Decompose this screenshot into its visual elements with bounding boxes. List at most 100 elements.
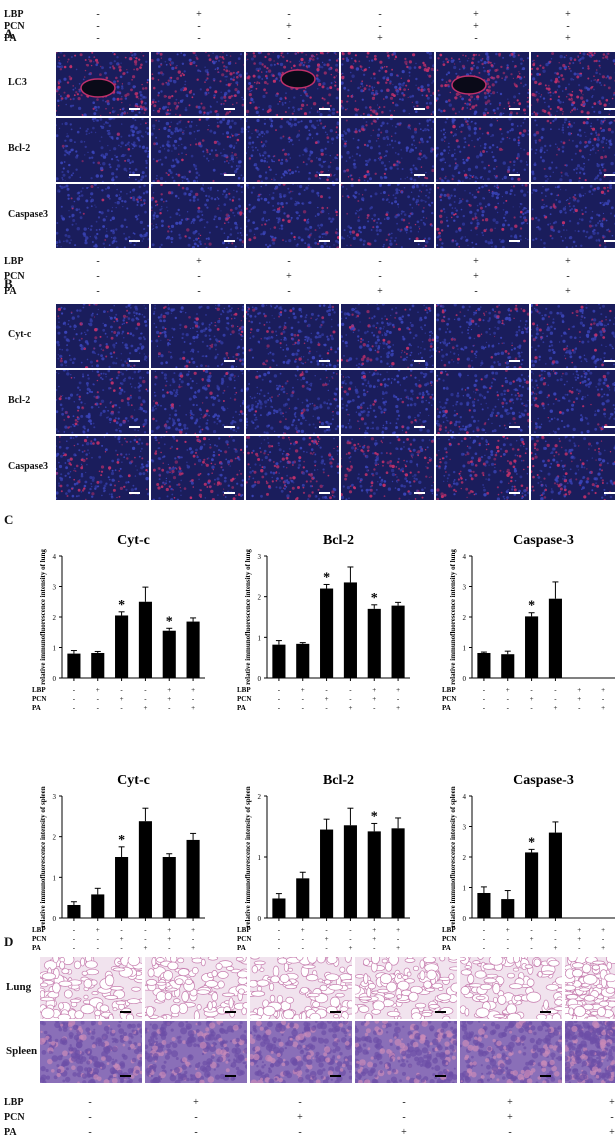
treatment-sign: + <box>297 1112 303 1123</box>
treatment-sign: - <box>325 944 328 952</box>
treatment-sign: - <box>168 944 171 952</box>
micrograph-tile <box>40 1021 142 1083</box>
treatment-sign: + <box>396 704 400 712</box>
treatment-sign: - <box>278 695 281 703</box>
y-tick-label: 0 <box>463 915 467 923</box>
treatment-sign: + <box>609 1127 615 1138</box>
treatment-sign: - <box>483 935 486 943</box>
treatment-sign: - <box>278 926 281 934</box>
micrograph-tile <box>151 184 244 248</box>
treatment-sign: + <box>372 695 376 703</box>
tissue-texture <box>56 118 149 182</box>
treatment-label: LBP <box>32 686 46 694</box>
treatment-sign: + <box>506 926 510 934</box>
tissue-texture <box>246 370 339 434</box>
treatment-sign: - <box>144 926 147 934</box>
treatment-sign: - <box>483 686 486 694</box>
scale-bar <box>604 108 615 110</box>
treatment-sign: - <box>287 286 291 297</box>
bar <box>320 588 334 678</box>
micrograph-tile <box>531 118 615 182</box>
treatment-sign: - <box>278 686 281 694</box>
significance-star: * <box>118 833 125 848</box>
tissue-texture <box>436 184 529 248</box>
treatment-sign: + <box>577 695 581 703</box>
treatment-sign: + <box>191 944 195 952</box>
treatment-sign: + <box>396 686 400 694</box>
bar <box>186 621 200 678</box>
treatment-sign: + <box>196 9 202 20</box>
tissue-texture <box>341 118 434 182</box>
treatment-sign: - <box>554 935 557 943</box>
y-tick-label: 0 <box>53 675 57 683</box>
row-label: Bcl-2 <box>8 143 31 154</box>
treatment-label: LBP <box>4 9 24 20</box>
treatment-sign: - <box>120 944 123 952</box>
treatment-label: LBP <box>237 686 251 694</box>
scale-bar <box>435 1011 446 1013</box>
treatment-label: LBP <box>237 926 251 934</box>
treatment-sign: - <box>302 704 305 712</box>
treatment-label: PCN <box>237 695 251 703</box>
scale-bar <box>509 360 520 362</box>
tissue-texture <box>341 304 434 368</box>
y-tick-label: 2 <box>463 854 467 862</box>
tissue-texture <box>246 184 339 248</box>
tissue-texture <box>436 118 529 182</box>
treatment-sign: - <box>97 935 100 943</box>
micrograph-tile <box>436 304 529 368</box>
treatment-label: LBP <box>442 686 456 694</box>
y-tick-label: 3 <box>463 824 467 832</box>
bar <box>320 829 334 918</box>
tissue-texture <box>246 52 339 116</box>
row-label: Caspase3 <box>8 209 49 220</box>
treatment-sign: + <box>196 256 202 267</box>
tissue-texture <box>436 52 529 116</box>
micrograph-tile <box>531 184 615 248</box>
y-tick-label: 0 <box>53 915 57 923</box>
micrograph-tile <box>56 118 149 182</box>
treatment-label: PA <box>32 944 41 952</box>
treatment-sign: - <box>397 695 400 703</box>
scale-bar <box>225 1011 236 1013</box>
treatment-label: PA <box>32 704 41 712</box>
scale-bar <box>224 360 235 362</box>
y-tick-label: 1 <box>53 874 57 882</box>
scale-bar <box>509 174 520 176</box>
treatment-sign: - <box>602 695 605 703</box>
treatment-sign: - <box>508 1127 512 1138</box>
scale-bar <box>414 492 425 494</box>
treatment-sign: - <box>298 1127 302 1138</box>
treatment-sign: - <box>197 271 201 282</box>
treatment-sign: - <box>302 695 305 703</box>
scale-bar <box>129 492 140 494</box>
scale-bar <box>414 174 425 176</box>
scale-bar <box>319 108 330 110</box>
treatment-sign: - <box>96 33 100 44</box>
treatment-sign: - <box>197 21 201 32</box>
bar <box>115 615 129 678</box>
treatment-sign: - <box>554 695 557 703</box>
bar <box>367 608 381 678</box>
scale-bar <box>129 240 140 242</box>
y-tick-label: 3 <box>463 584 467 592</box>
treatment-sign: - <box>88 1112 92 1123</box>
bar-chart: Cyt-c 0 1 2 3 relative immunofluorescence int… <box>20 770 215 990</box>
micrograph-tile <box>145 1021 247 1083</box>
micrograph-tile <box>436 436 529 500</box>
scale-bar <box>129 108 140 110</box>
treatment-sign: - <box>194 1112 198 1123</box>
treatment-sign: - <box>578 704 581 712</box>
tissue-texture <box>151 436 244 500</box>
tissue-texture <box>460 957 562 1019</box>
tissue-texture <box>56 370 149 434</box>
micrograph-tile <box>40 957 142 1019</box>
significance-star: * <box>118 598 125 613</box>
scale-bar <box>319 240 330 242</box>
treatment-sign: + <box>193 1097 199 1108</box>
treatment-sign: + <box>286 21 292 32</box>
treatment-sign: - <box>287 256 291 267</box>
tissue-texture <box>56 184 149 248</box>
row-label: Bcl-2 <box>8 395 31 406</box>
scale-bar <box>225 1075 236 1077</box>
